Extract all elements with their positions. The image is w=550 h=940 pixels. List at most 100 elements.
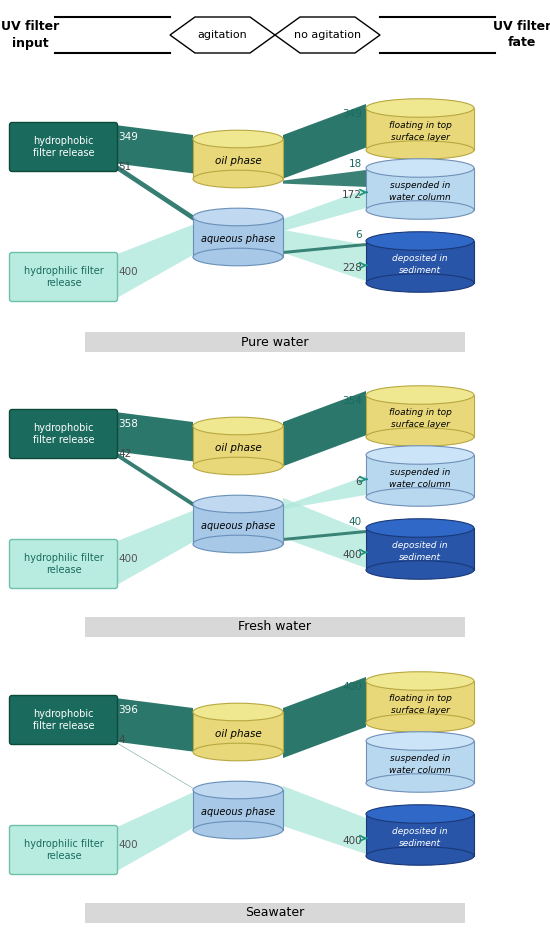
Text: 18: 18 [349, 159, 362, 169]
Text: 42: 42 [118, 449, 131, 459]
Text: no agitation: no agitation [294, 30, 361, 40]
Text: oil phase: oil phase [214, 444, 261, 453]
Text: agitation: agitation [197, 30, 248, 40]
Text: hydrophobic
filter release: hydrophobic filter release [33, 423, 94, 446]
Ellipse shape [366, 201, 474, 219]
Text: deposited in
sediment: deposited in sediment [392, 541, 448, 561]
Ellipse shape [193, 781, 283, 799]
Ellipse shape [366, 672, 474, 690]
Text: 6: 6 [355, 478, 362, 487]
Text: floating in top
surface layer: floating in top surface layer [388, 695, 452, 714]
Ellipse shape [366, 847, 474, 865]
Ellipse shape [366, 99, 474, 118]
FancyBboxPatch shape [9, 696, 118, 744]
Polygon shape [170, 17, 275, 53]
Polygon shape [366, 681, 474, 723]
Text: 349: 349 [342, 109, 362, 119]
Polygon shape [283, 677, 366, 758]
Polygon shape [366, 741, 474, 783]
Text: UV filter
input: UV filter input [1, 21, 59, 50]
Polygon shape [193, 712, 283, 752]
Text: hydrophilic filter
release: hydrophilic filter release [24, 266, 103, 289]
Ellipse shape [193, 495, 283, 513]
Text: 400: 400 [342, 550, 362, 560]
Polygon shape [283, 104, 366, 179]
Polygon shape [366, 455, 474, 497]
Ellipse shape [193, 417, 283, 435]
Bar [85, 617, 465, 637]
Text: hydrophobic
filter release: hydrophobic filter release [33, 709, 94, 731]
Text: 358: 358 [118, 419, 138, 429]
Polygon shape [366, 814, 474, 856]
Text: Pure water: Pure water [241, 336, 309, 349]
Text: 354: 354 [342, 396, 362, 406]
Text: oil phase: oil phase [214, 156, 261, 166]
Polygon shape [283, 230, 366, 281]
Polygon shape [193, 217, 283, 257]
Ellipse shape [193, 703, 283, 721]
Text: 400: 400 [118, 267, 138, 277]
Text: UV filter
fate: UV filter fate [493, 21, 550, 50]
Polygon shape [115, 412, 193, 462]
Text: 51: 51 [118, 162, 131, 172]
Text: deposited in
sediment: deposited in sediment [392, 827, 448, 848]
Polygon shape [366, 168, 474, 210]
Text: aqueous phase: aqueous phase [201, 807, 275, 818]
FancyBboxPatch shape [9, 410, 118, 459]
Text: 172: 172 [342, 190, 362, 200]
Ellipse shape [366, 774, 474, 792]
Ellipse shape [366, 385, 474, 404]
FancyBboxPatch shape [9, 253, 118, 302]
Text: floating in top
surface layer: floating in top surface layer [388, 409, 452, 429]
Text: hydrophilic filter
release: hydrophilic filter release [24, 838, 103, 861]
Polygon shape [115, 792, 193, 872]
FancyBboxPatch shape [9, 825, 118, 874]
Ellipse shape [366, 446, 474, 464]
Polygon shape [283, 243, 366, 254]
Text: 349: 349 [118, 132, 138, 142]
Text: 400: 400 [342, 837, 362, 846]
Polygon shape [366, 528, 474, 570]
Text: 228: 228 [342, 263, 362, 274]
Text: deposited in
sediment: deposited in sediment [392, 255, 448, 274]
Polygon shape [115, 451, 193, 507]
Polygon shape [283, 498, 366, 568]
Polygon shape [366, 108, 474, 150]
Ellipse shape [366, 731, 474, 750]
Polygon shape [275, 17, 380, 53]
Polygon shape [366, 395, 474, 437]
Text: hydrophobic
filter release: hydrophobic filter release [33, 135, 94, 158]
Polygon shape [283, 530, 366, 541]
Ellipse shape [366, 713, 474, 732]
Bar [85, 903, 465, 923]
Text: 400: 400 [342, 682, 362, 692]
Ellipse shape [193, 744, 283, 760]
Ellipse shape [366, 805, 474, 823]
Text: 40: 40 [349, 517, 362, 527]
Ellipse shape [193, 535, 283, 553]
Text: 396: 396 [118, 705, 138, 715]
Bar [85, 332, 465, 352]
Ellipse shape [193, 248, 283, 266]
FancyBboxPatch shape [9, 540, 118, 588]
Ellipse shape [366, 519, 474, 538]
Polygon shape [193, 139, 283, 179]
Text: oil phase: oil phase [214, 729, 261, 740]
Polygon shape [283, 189, 366, 231]
Text: 4: 4 [118, 735, 125, 745]
Text: suspended in
water column: suspended in water column [389, 181, 451, 201]
Ellipse shape [366, 159, 474, 178]
Ellipse shape [193, 131, 283, 148]
Ellipse shape [366, 561, 474, 579]
Polygon shape [193, 790, 283, 830]
Ellipse shape [366, 141, 474, 159]
Text: aqueous phase: aqueous phase [201, 522, 275, 531]
Text: suspended in
water column: suspended in water column [389, 468, 451, 489]
Polygon shape [115, 225, 193, 299]
Ellipse shape [366, 488, 474, 507]
Text: hydrophilic filter
release: hydrophilic filter release [24, 553, 103, 575]
Ellipse shape [193, 170, 283, 188]
Text: 400: 400 [118, 554, 138, 564]
Polygon shape [115, 125, 193, 173]
Text: 400: 400 [118, 840, 138, 850]
